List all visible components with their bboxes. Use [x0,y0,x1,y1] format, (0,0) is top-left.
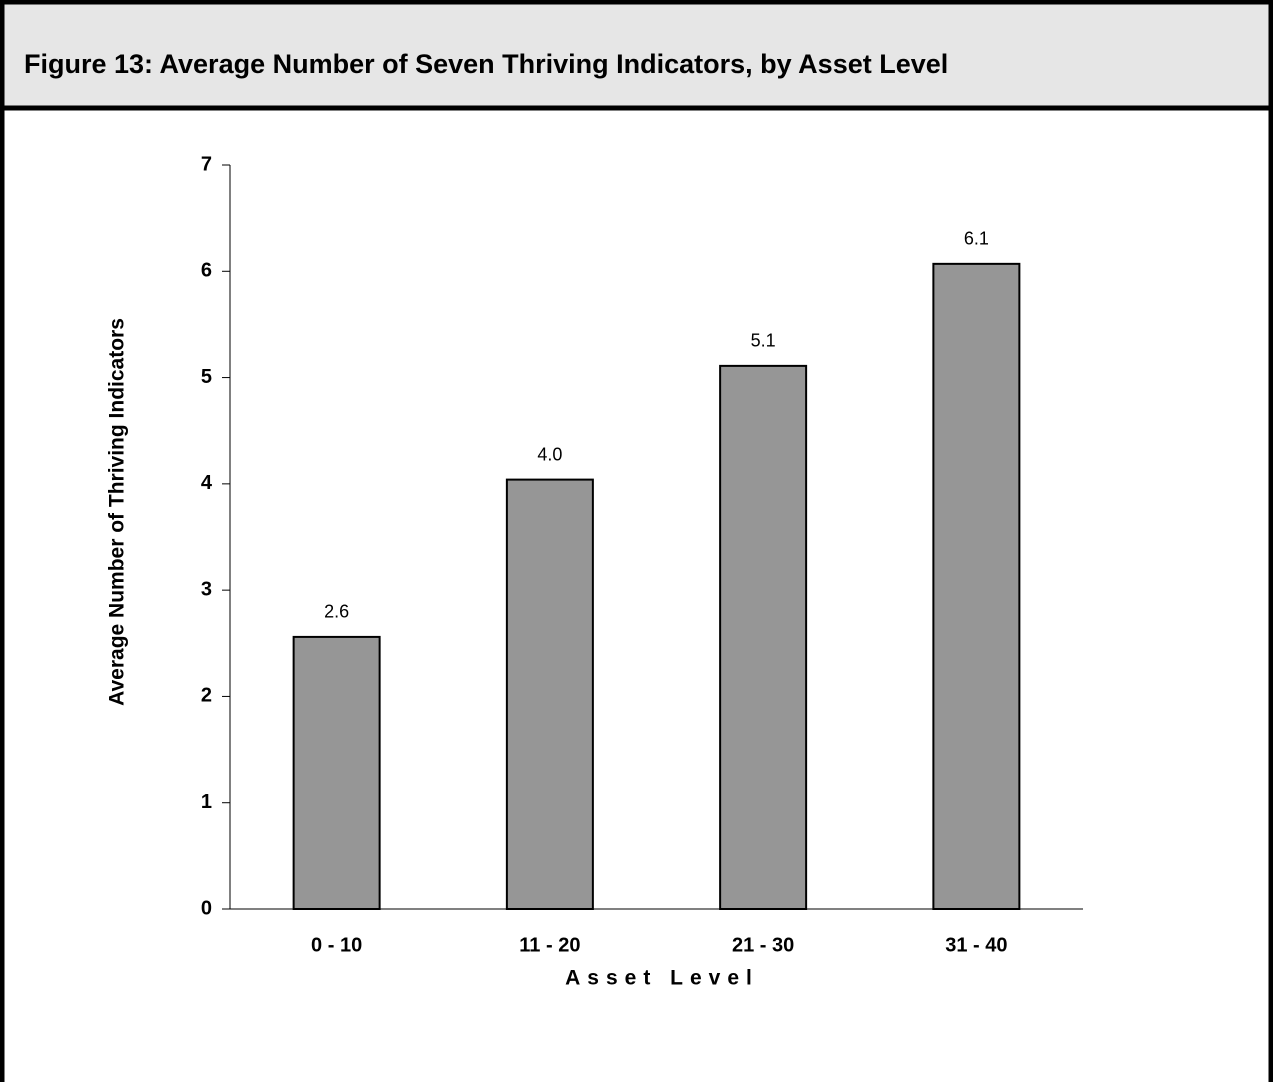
y-tick-label: 7 [201,153,212,175]
bar [719,364,808,910]
value-label: 5.1 [751,331,776,351]
header-background [0,0,1273,110]
y-tick-label: 1 [201,791,212,813]
value-label: 6.1 [964,229,989,249]
y-tick-label: 5 [201,366,212,388]
x-tick-label: 11 - 20 [519,934,580,956]
y-tick-label: 0 [201,897,212,919]
x-tick-label: 21 - 30 [732,934,794,956]
bar [292,635,381,910]
x-tick-label: 0 - 10 [311,934,362,956]
bar [932,262,1021,910]
y-axis-label: Average Number of Thriving Indicators [106,318,129,706]
x-axis-label: Asset Level [565,967,759,990]
y-tick-label: 4 [201,472,213,494]
y-tick-label: 2 [201,685,212,707]
value-label: 4.0 [537,444,562,464]
y-tick-label: 6 [201,260,212,282]
y-tick-label: 3 [201,578,212,600]
chart-title: Figure 13: Average Number of Seven Thriv… [24,49,948,79]
bar [505,478,594,910]
x-tick-label: 31 - 40 [945,934,1007,956]
value-label: 2.6 [324,602,349,622]
